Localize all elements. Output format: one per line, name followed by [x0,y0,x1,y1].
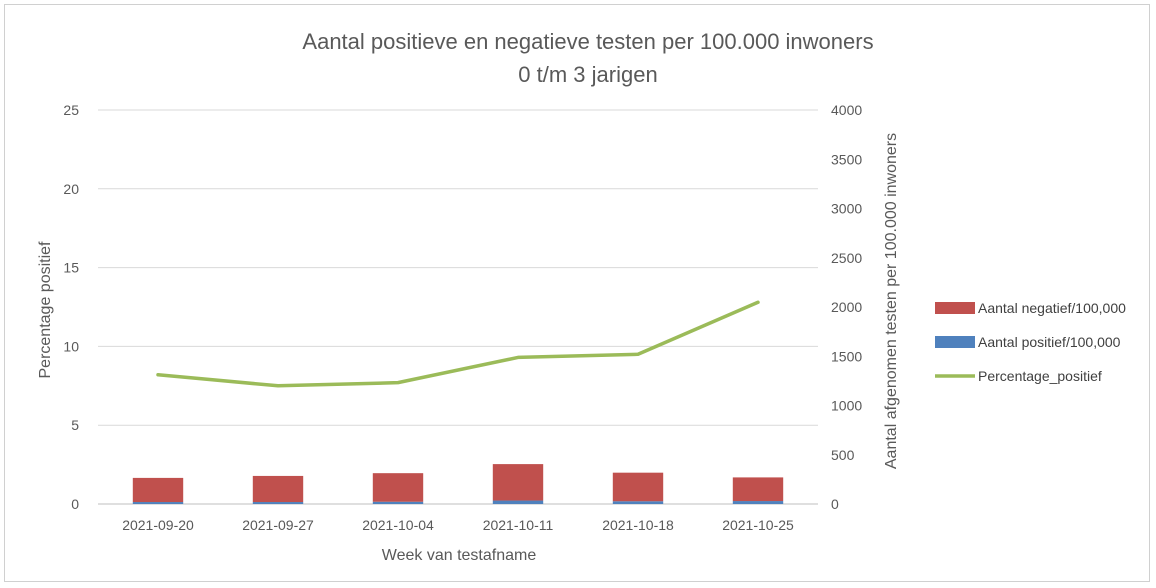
chart-frame: Aantal positieve en negatieve testen per… [4,4,1150,582]
y-right-tick-label: 3000 [831,201,862,217]
legend-label: Aantal positief/100,000 [978,334,1121,350]
y-right-tick-label: 3500 [831,151,862,167]
y-left-tick-label: 15 [63,260,79,276]
legend: Aantal negatief/100,000 Aantal positief/1… [935,300,1126,384]
y-left-tick-label: 0 [71,496,79,512]
y-right-tick-label: 0 [831,496,839,512]
x-tick-label: 2021-10-25 [722,517,794,533]
legend-label: Percentage_positief [978,368,1102,384]
y-left-tick-label: 20 [63,181,79,197]
chart: Aantal positieve en negatieve testen per… [37,29,1126,564]
y-right-tick-label: 1000 [831,398,862,414]
chart-title: Aantal positieve en negatieve testen per… [302,29,873,54]
chart-subtitle: 0 t/m 3 jarigen [518,62,657,87]
y-left-tick-label: 10 [63,338,79,354]
x-tick-label: 2021-10-11 [483,517,554,533]
x-tick-label: 2021-09-27 [242,517,314,533]
y-right-tick-label: 2500 [831,250,862,266]
bar-negatief [252,475,304,503]
axes: 0 5 10 15 20 25 0 500 1000 1500 2000 2500 3000 3500 40… [63,102,862,533]
bar-negatief [732,477,784,502]
bar-positief [252,502,304,504]
x-tick-label: 2021-10-04 [362,517,434,533]
y-right-tick-label: 2000 [831,299,862,315]
bar-negatief [612,472,664,502]
line-series [156,300,760,388]
gridlines [98,109,818,505]
y-right-tick-label: 4000 [831,102,862,118]
bars [132,464,784,504]
bar-positief [372,501,424,504]
x-tick-label: 2021-10-18 [602,517,674,533]
x-tick-label: 2021-09-20 [122,517,194,533]
y-right-tick-label: 1500 [831,348,862,364]
y-right-tick-label: 500 [831,447,855,463]
bar-positief [492,500,544,504]
y-left-tick-label: 25 [63,102,79,118]
line-percentage-positief [156,300,760,388]
y-left-tick-label: 5 [71,417,79,433]
x-axis-label: Week van testafname [382,547,537,564]
y-axis-right-label: Aantal afgenomen testen per 100.000 inwo… [883,133,900,469]
bar-negatief [132,477,184,503]
bar-negatief [372,473,424,502]
y-axis-left-label: Percentage positief [37,241,54,379]
bar-positief [132,502,184,504]
bar-positief [612,501,664,504]
bar-positief [732,501,784,504]
legend-swatch-bar [935,336,975,348]
legend-label: Aantal negatief/100,000 [978,300,1126,316]
bar-negatief [492,464,544,501]
legend-swatch-bar [935,302,975,314]
